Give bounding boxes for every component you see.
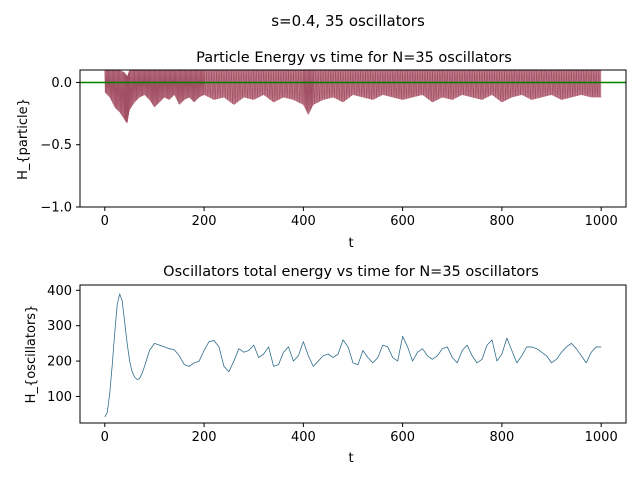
oscillators-chart-title: Oscillators total energy vs time for N=3…: [163, 264, 539, 280]
oscillators-y-tick-label: 400: [47, 284, 72, 299]
oscillators-energy-chart: Oscillators total energy vs time for N=3…: [24, 264, 627, 466]
oscillators-x-axis-ticks: 0 200 400 600 800 1000: [101, 423, 618, 445]
particle-x-tick-label: 400: [291, 214, 316, 229]
particle-y-tick-label: 0.0: [51, 76, 72, 91]
particle-energy-chart: Particle Energy vs time for N=35 oscilla…: [16, 50, 627, 251]
oscillators-y-tick-label: 100: [47, 390, 72, 405]
particle-plot-area: [80, 70, 626, 124]
particle-x-tick-label: 0: [101, 214, 109, 229]
particle-axes-frame: [79, 69, 627, 208]
particle-chart-title: Particle Energy vs time for N=35 oscilla…: [196, 50, 512, 66]
oscillators-x-tick-label: 600: [390, 430, 415, 445]
particle-signal-line: [104, 70, 601, 124]
particle-x-tick-label: 800: [489, 214, 514, 229]
oscillators-y-axis-ticks: 100 200 300 400: [47, 284, 80, 405]
oscillators-y-tick-label: 200: [47, 355, 72, 370]
oscillators-x-tick-label: 400: [291, 430, 316, 445]
particle-y-axis-label: H_{particle}: [16, 98, 31, 180]
particle-x-tick-label: 200: [192, 214, 217, 229]
figure-suptitle: s=0.4, 35 oscillators: [271, 12, 425, 30]
oscillators-x-axis-label: t: [348, 451, 353, 466]
oscillators-x-tick-label: 1000: [585, 430, 618, 445]
oscillators-x-tick-label: 200: [192, 430, 217, 445]
oscillators-series-line: [104, 293, 602, 418]
oscillators-y-tick-label: 300: [47, 319, 72, 334]
oscillators-x-tick-label: 800: [489, 430, 514, 445]
oscillators-x-tick-label: 0: [101, 430, 109, 445]
particle-signal-envelope: [104, 70, 602, 124]
oscillators-y-axis-label: H_{oscillators}: [24, 305, 39, 404]
particle-x-axis-label: t: [348, 236, 353, 251]
particle-x-axis-ticks: 0 200 400 600 800 1000: [101, 207, 618, 229]
oscillators-axes-frame: [79, 284, 627, 424]
particle-x-tick-label: 600: [390, 214, 415, 229]
particle-y-tick-label: −1.0: [40, 201, 72, 216]
particle-x-tick-label: 1000: [585, 214, 618, 229]
particle-y-axis-ticks: −1.0 −0.5 0.0: [40, 76, 80, 216]
particle-y-tick-label: −0.5: [40, 138, 72, 153]
oscillators-plot-area: [104, 293, 602, 418]
